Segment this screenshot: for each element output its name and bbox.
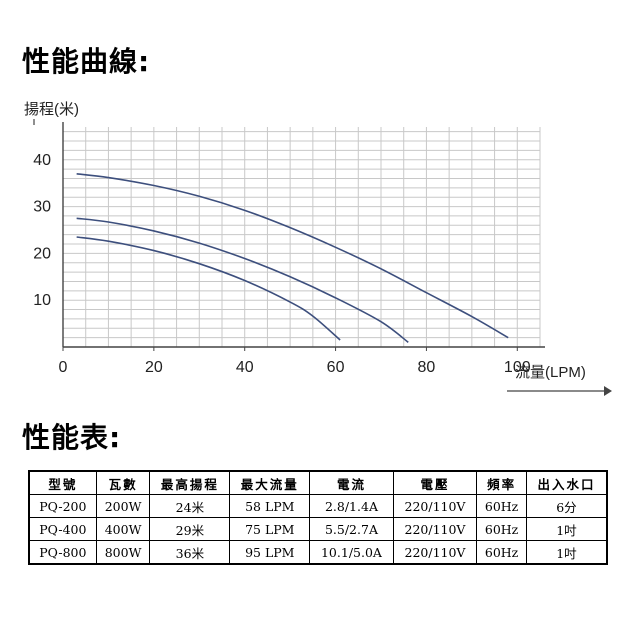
x-tick-label: 40 [236,359,254,376]
table-row: PQ-800 800W 36米 95 LPM 10.1/5.0A 220/110V 60Hz… [28,540,608,565]
spec-table-cell: PQ-400 [28,517,97,541]
spec-table-cell: 400W [95,517,151,541]
x-tick-label: 60 [327,359,345,376]
x-tick-label: 0 [59,359,68,376]
spec-table-header-cell: 瓦數 [95,470,151,495]
series-line-1 [76,173,509,339]
spec-table-header-cell: 出入水口 [525,470,608,495]
spec-table-cell: 220/110V [392,540,478,565]
x-axis-label: 流量(LPM) [515,364,586,381]
x-tick-label: 100 [504,359,531,376]
spec-table-header-cell: 電壓 [392,470,478,495]
y-tick-label: 10 [33,292,51,309]
spec-table-body: PQ-200 200W 24米 58 LPM 2.8/1.4A 220/110V 60Hz 6… [28,494,608,565]
spec-table-header-cell: 最高揚程 [149,470,231,495]
spec-table-cell: 800W [95,540,151,565]
spec-table-cell: 200W [95,494,151,518]
y-tick-label: 30 [33,199,51,216]
x-tick-label: 80 [418,359,436,376]
x-axis-arrow-head [604,386,612,396]
spec-table-cell: 60Hz [476,494,527,518]
spec-table: 型號 瓦數 最高揚程 最大流量 電流 電壓 頻率 出入水口 PQ-200 200W 24米 58 L… [28,470,608,565]
spec-table-header-cell: 最大流量 [229,470,311,495]
spec-table-cell: 220/110V [392,517,478,541]
y-axis-label: 揚程(米) [24,101,79,118]
spec-table-cell: PQ-800 [28,540,97,565]
y-tick-label: 40 [33,152,51,169]
spec-table-cell: 6分 [525,494,608,518]
series-line-2 [76,217,409,343]
table-heading: 性能表: [22,421,122,454]
spec-table-header-cell: 型號 [28,470,97,495]
spec-table-cell: 2.8/1.4A [309,494,394,518]
spec-table-cell: 36米 [149,540,231,565]
performance-curve-chart: 0 20 40 60 80 100 10 20 30 40 揚程(米) 流量(LPM) [24,101,612,396]
spec-table-cell: 1吋 [525,540,608,565]
spec-table-cell: 58 LPM [229,494,311,518]
spec-table-cell: 29米 [149,517,231,541]
series-line-3 [76,236,341,341]
x-tick-label: 20 [145,359,163,376]
spec-table-cell: 75 LPM [229,517,311,541]
table-row: PQ-200 200W 24米 58 LPM 2.8/1.4A 220/110V 60Hz 6… [28,494,608,518]
spec-table-cell: 60Hz [476,540,527,565]
spec-table-cell: 220/110V [392,494,478,518]
table-row: PQ-400 400W 29米 75 LPM 5.5/2.7A 220/110V 60Hz 1… [28,517,608,541]
spec-table-cell: 24米 [149,494,231,518]
curve-heading: 性能曲線: [22,45,151,78]
spec-table-cell: 95 LPM [229,540,311,565]
spec-table-cell: 60Hz [476,517,527,541]
spec-table-header-row: 型號 瓦數 最高揚程 最大流量 電流 電壓 頻率 出入水口 [28,470,608,495]
spec-table-header-cell: 電流 [309,470,394,495]
y-tick-label: 20 [33,245,51,262]
chart-grid [63,127,541,347]
chart-axes [33,119,612,396]
spec-table-cell: 10.1/5.0A [309,540,394,565]
chart-series [76,173,509,343]
spec-table-header-cell: 頻率 [476,470,527,495]
spec-table-cell: 1吋 [525,517,608,541]
spec-table-cell: 5.5/2.7A [309,517,394,541]
spec-table-cell: PQ-200 [28,494,97,518]
chart-ticks: 0 20 40 60 80 100 10 20 30 40 [33,152,531,376]
